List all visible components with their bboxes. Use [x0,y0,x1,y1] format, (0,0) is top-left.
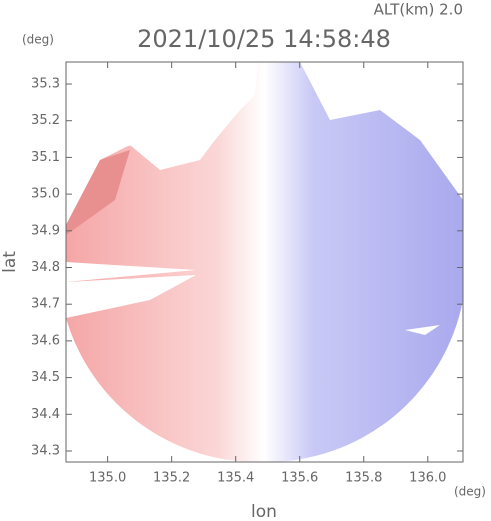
y-axis-label: lat [0,251,20,273]
y-unit: (deg) [22,33,54,47]
x-axis-label: lon [251,502,277,521]
y-tick-label: 34.6 [31,333,60,348]
y-tick-label: 34.9 [31,223,60,238]
x-tick-label: 135.4 [217,471,254,486]
y-tick-label: 34.3 [31,443,60,458]
x-tick-label: 135.0 [89,471,126,486]
x-tick-label: 135.6 [281,471,318,486]
x-tick-label: 135.2 [153,471,190,486]
plot-frame [65,61,464,463]
y-tick-label: 34.4 [31,407,60,422]
y-tick-label: 35.0 [31,187,60,202]
y-tick-label: 34.8 [31,260,60,275]
x-tick-label: 136.0 [409,471,446,486]
radar-field [66,62,463,462]
altitude: ALT(km) 2.0 [374,1,463,19]
x-unit: (deg) [454,485,486,499]
chart-title: 2021/10/25 14:58:48 [137,25,391,53]
y-tick-label: 34.5 [31,370,60,385]
y-tick-label: 34.7 [31,297,60,312]
y-tick-label: 35.1 [31,150,60,165]
y-tick-label: 35.2 [31,113,60,128]
y-tick-label: 35.3 [31,77,60,92]
x-tick-label: 135.8 [345,471,382,486]
